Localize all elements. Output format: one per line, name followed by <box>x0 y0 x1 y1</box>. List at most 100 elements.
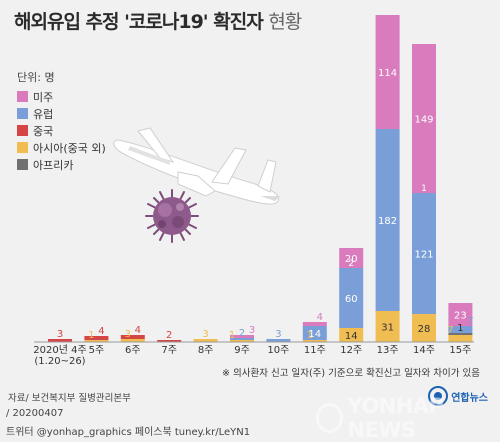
data-label: 20 <box>345 254 358 265</box>
legend-swatch <box>17 142 28 153</box>
bar-segment-americas <box>448 303 473 326</box>
title-light: 현황 <box>268 11 302 33</box>
bar-segment-europe <box>375 129 400 311</box>
legend-label: 아시아(중국 외) <box>33 141 106 155</box>
bar-segment-americas <box>302 322 327 326</box>
bar-segment-china <box>120 335 145 339</box>
bar-segment-china <box>48 339 72 342</box>
legend-label: 미주 <box>33 90 54 104</box>
date-text: / 20200407 <box>6 408 64 419</box>
data-label: 1 <box>229 330 235 341</box>
data-label: 3 <box>202 329 208 340</box>
source-text: 자료/ 보건복지부 질병관리본부 <box>8 393 131 404</box>
data-label: 7 <box>467 316 473 327</box>
legend-label: 중국 <box>33 124 54 138</box>
airplane-icon <box>113 127 281 205</box>
agency-logo-icon <box>428 386 449 406</box>
x-tick-label: (1.20~26) <box>34 356 85 367</box>
data-label: 1 <box>457 323 463 334</box>
data-label: 31 <box>381 323 394 334</box>
x-tick-label: 8주 <box>198 345 214 356</box>
legend-swatch <box>17 125 28 136</box>
data-label: 14 <box>308 329 321 340</box>
bar-segment-asia <box>302 340 327 342</box>
legend-swatch <box>17 159 28 170</box>
data-label: 121 <box>414 250 433 261</box>
bar-segment-africa <box>448 333 473 335</box>
legend-label: 유럽 <box>33 107 54 121</box>
bar-segment-china <box>84 336 109 340</box>
virus-icon <box>145 189 199 243</box>
x-tick-label: 7주 <box>161 345 177 356</box>
bar-segment-americas <box>230 335 254 338</box>
watermark-text: YONHAP NEWS <box>347 394 444 442</box>
legend-item-africa: 아프리카 <box>17 156 106 173</box>
data-label: 3 <box>275 329 281 340</box>
x-tick-label: 5주 <box>89 345 105 356</box>
data-label: 4 <box>98 326 104 337</box>
legend-swatch <box>17 108 28 119</box>
x-tick-label: 11주 <box>304 345 326 356</box>
legend-item-americas: 미주 <box>17 88 106 105</box>
data-label: 149 <box>414 115 433 126</box>
legend: 미주 유럽 중국 아시아(중국 외) 아프리카 <box>17 88 106 173</box>
watermark: YONHAP NEWS <box>316 394 500 442</box>
data-label: 1 <box>88 330 94 341</box>
data-label: 2 <box>239 328 245 339</box>
title-main: 해외유입 추정 '코로나19' 확진자 <box>14 11 264 33</box>
bar-segment-asia <box>412 314 436 342</box>
x-tick-label: 13주 <box>377 345 399 356</box>
data-label: 3 <box>125 329 131 340</box>
data-label: 182 <box>378 216 397 227</box>
data-label: 1 <box>307 330 313 341</box>
data-label: 2 <box>348 259 354 269</box>
bar-segment-asia <box>230 340 254 342</box>
bar-segment-asia <box>84 340 109 342</box>
page-title: 해외유입 추정 '코로나19' 확진자 현황 <box>14 7 302 34</box>
bar-segment-asia <box>448 335 473 342</box>
bar-segment-europe <box>339 268 364 328</box>
bar-segment-asia <box>193 339 218 342</box>
data-label: 3 <box>57 329 63 340</box>
bar-segment-europe <box>230 338 254 340</box>
bar-segment-china <box>157 340 182 342</box>
x-tick-label: 2020년 4주 <box>33 344 86 356</box>
data-label: 2 <box>166 330 172 341</box>
bar-segment-americas <box>339 248 364 268</box>
bar-segment-americas <box>375 15 400 129</box>
x-axis: 2020년 4주(1.20~26) 5주 6주 7주 8주 9주 10주 11주 12주 13주 1… <box>33 341 474 367</box>
data-label: 60 <box>345 294 358 305</box>
legend-item-asia: 아시아(중국 외) <box>17 139 106 156</box>
legend-label: 아프리카 <box>33 158 74 172</box>
data-label: 1 <box>421 184 427 194</box>
x-tick-label: 14주 <box>413 345 435 356</box>
bar-segment-asia <box>120 339 145 342</box>
bars-layer <box>48 15 473 342</box>
sns-text: 트위터 @yonhap_graphics 페이스북 tuney.kr/LeYN1 <box>6 427 251 438</box>
data-label: 114 <box>378 68 397 79</box>
bar-segment-europe <box>448 326 473 333</box>
legend-swatch <box>17 91 28 102</box>
data-label: 4 <box>317 312 323 323</box>
x-tick-label: 9주 <box>234 345 250 356</box>
x-tick-label: 12주 <box>340 345 362 356</box>
x-tick-label: 10주 <box>267 345 289 356</box>
unit-label: 단위: 명 <box>17 71 55 84</box>
x-tick-label: 6주 <box>125 345 141 356</box>
legend-item-china: 중국 <box>17 122 106 139</box>
watermark-icon <box>316 403 344 433</box>
agency-logo: 연합뉴스 <box>428 386 488 406</box>
data-label: 23 <box>454 311 467 322</box>
bar-segment-europe <box>302 326 327 340</box>
data-label: 7 <box>447 325 453 336</box>
legend-item-europe: 유럽 <box>17 105 106 122</box>
data-label: 3 <box>249 325 255 336</box>
data-label: 28 <box>418 324 431 335</box>
bar-segment-asia <box>375 311 400 342</box>
bar-segment-europe <box>412 193 436 314</box>
footnote: ※ 의사환자 신고 일자(주) 기준으로 확진신고 일자와 차이가 있음 <box>222 368 481 379</box>
bar-segment-asia <box>339 328 364 342</box>
data-label: 14 <box>345 331 358 342</box>
bar-segment-americas <box>412 44 436 193</box>
